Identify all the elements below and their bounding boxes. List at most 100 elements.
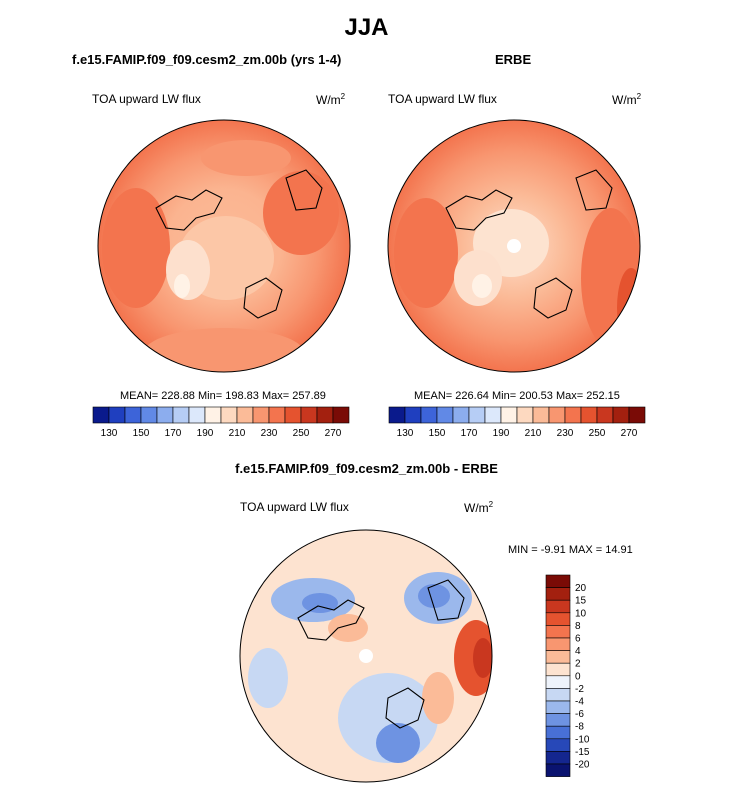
- panel1-max-label: Max=: [261, 390, 290, 402]
- panel1-colorbar-swatch: [204, 406, 222, 424]
- panel3-colorbar-tick-label: 2: [575, 659, 581, 670]
- panel3-polar-map: [239, 529, 493, 783]
- panel3-colorbar-swatch: [545, 713, 571, 727]
- panel1-min-label: Min=: [198, 390, 223, 402]
- panel3-colorbar-tick-label: 6: [575, 634, 581, 645]
- panel3-colorbar-tick-label: -4: [575, 697, 584, 708]
- panel1-colorbar-swatch: [108, 406, 126, 424]
- panel2-colorbar-tick-label: 150: [429, 428, 446, 439]
- panel3-colorbar-swatch: [545, 763, 571, 777]
- panel2-colorbar-swatch: [564, 406, 582, 424]
- panel3-warm-region-se: [422, 672, 454, 724]
- panel1-warm-region-east: [263, 171, 339, 255]
- panel3-colorbar-swatch: [545, 612, 571, 626]
- figure-title: JJA: [344, 14, 389, 41]
- panel3-colorbar-tick-label: 20: [575, 583, 587, 594]
- panel1-colorbar-swatch: [284, 406, 302, 424]
- panel2-colorbar-swatch: [420, 406, 438, 424]
- panel2-stats: MEAN= 226.64 Min= 200.53 Max= 252.15: [414, 390, 620, 402]
- panel3-colorbar-tick-label: 10: [575, 608, 587, 619]
- panel3-colorbar-swatch: [545, 650, 571, 664]
- panel2-units-base: W/m: [612, 93, 637, 107]
- panel3-colorbar-swatch: [545, 700, 571, 714]
- panel1-colorbar-swatch: [92, 406, 110, 424]
- panel3-colorbar-swatch: [545, 662, 571, 677]
- panel3-cool-core-north: [302, 593, 338, 613]
- panel1-colorbar-tick-label: 150: [133, 428, 150, 439]
- panel3-warm-anomaly-core: [473, 638, 492, 678]
- panel3-cool-core-ne: [418, 584, 450, 608]
- panel3-colorbar-swatch: [545, 725, 571, 740]
- panel3-units: W/m2: [464, 500, 493, 515]
- panel2-colorbar-swatch: [452, 406, 470, 424]
- panel2-mean-value: 226.64: [455, 390, 489, 402]
- panel1-polar-map: [97, 119, 351, 373]
- panel3-units-exp: 2: [488, 500, 494, 509]
- panel1-colorbar-tick-label: 130: [101, 428, 118, 439]
- panel1-colorbar-tick-label: 190: [197, 428, 214, 439]
- panel2-title: ERBE: [495, 52, 532, 67]
- panel2-min-value: 200.53: [519, 390, 553, 402]
- panel1-colorbar-swatch: [220, 406, 238, 424]
- panel3-colorbar-swatch: [545, 738, 571, 752]
- panel1-warm-region-north: [201, 140, 291, 176]
- panel1-colorbar-swatch: [316, 406, 334, 424]
- panel1-variable-label: TOA upward LW flux: [92, 92, 201, 106]
- panel3-colorbar-swatch: [545, 625, 571, 639]
- panel2-warm-region-west: [394, 198, 458, 308]
- panel3-colorbar-tick-label: -10: [575, 734, 590, 745]
- panel1-mean-value: 228.88: [161, 390, 195, 402]
- panel3-colorbar-tick-label: -6: [575, 709, 584, 720]
- panel2-colorbar-swatch: [548, 406, 566, 424]
- panel1-colorbar-swatch: [188, 406, 206, 424]
- panel3-colorbar-swatch: [545, 637, 571, 651]
- panel1-colorbar-swatch: [140, 406, 158, 424]
- panel3-colorbar-swatch: [545, 574, 571, 588]
- panel2-colorbar-swatch: [500, 406, 518, 424]
- panel2-colorbar-tick-label: 130: [397, 428, 414, 439]
- panel1-stats: MEAN= 228.88 Min= 198.83 Max= 257.89: [120, 390, 326, 402]
- panel2-colorbar-swatch: [404, 406, 422, 424]
- panel2-greenland-min: [472, 274, 492, 298]
- panel1-title: f.e15.FAMIP.f09_f09.cesm2_zm.00b (yrs 1-…: [72, 52, 342, 67]
- panel1-units: W/m2: [316, 92, 345, 107]
- panel2-pole-missing-data: [507, 239, 521, 253]
- panel1-colorbar-swatch: [236, 406, 254, 424]
- panel1-colorbar-swatch: [156, 406, 174, 424]
- panel3-units-base: W/m: [464, 501, 489, 515]
- panel3-colorbar-swatch: [545, 587, 571, 601]
- panel1-units-exp: 2: [340, 92, 346, 101]
- panel2-variable-label: TOA upward LW flux: [388, 92, 497, 106]
- panel3-colorbar-swatch: [545, 688, 571, 702]
- panel1-colorbar: 130 150 170 190 210 230 250 270: [92, 406, 350, 439]
- panel1-colorbar-swatch: [172, 406, 190, 424]
- panel1-colorbar-tick-label: 210: [229, 428, 246, 439]
- panel2-colorbar-tick-label: 230: [557, 428, 574, 439]
- panel3-warm-region-center: [328, 614, 368, 642]
- panel1-colorbar-swatch: [252, 406, 270, 424]
- panel2-max-value: 252.15: [586, 390, 620, 402]
- panel3-variable-label: TOA upward LW flux: [240, 500, 349, 514]
- panel2-colorbar-swatch: [532, 406, 550, 424]
- panel3-colorbar-tick-label: 0: [575, 671, 581, 682]
- panel2-coastlines: [445, 169, 613, 319]
- panel2-polar-map: [387, 119, 641, 373]
- panel2-units: W/m2: [612, 92, 641, 107]
- panel2-colorbar-swatch: [516, 406, 534, 424]
- panel3-colorbar-tick-label: -8: [575, 722, 584, 733]
- panel2-mean-label: MEAN=: [414, 390, 453, 402]
- panel2-colorbar-swatch: [468, 406, 486, 424]
- panel2-colorbar-tick-label: 250: [589, 428, 606, 439]
- panel1-colorbar-swatch: [300, 406, 318, 424]
- panel1-colorbar-tick-label: 270: [325, 428, 342, 439]
- panel2-colorbar-swatch: [388, 406, 406, 424]
- panel3-title: f.e15.FAMIP.f09_f09.cesm2_zm.00b - ERBE: [235, 461, 498, 476]
- panel3-colorbar-tick-label: 15: [575, 596, 587, 607]
- panel2-units-exp: 2: [636, 92, 642, 101]
- panel2-colorbar-tick-label: 270: [621, 428, 638, 439]
- panel3-pole-missing-data: [359, 649, 373, 663]
- panel2-colorbar-swatch: [596, 406, 614, 424]
- panel3-colorbar-tick-label: -20: [575, 760, 590, 771]
- panel2-min-label: Min=: [492, 390, 517, 402]
